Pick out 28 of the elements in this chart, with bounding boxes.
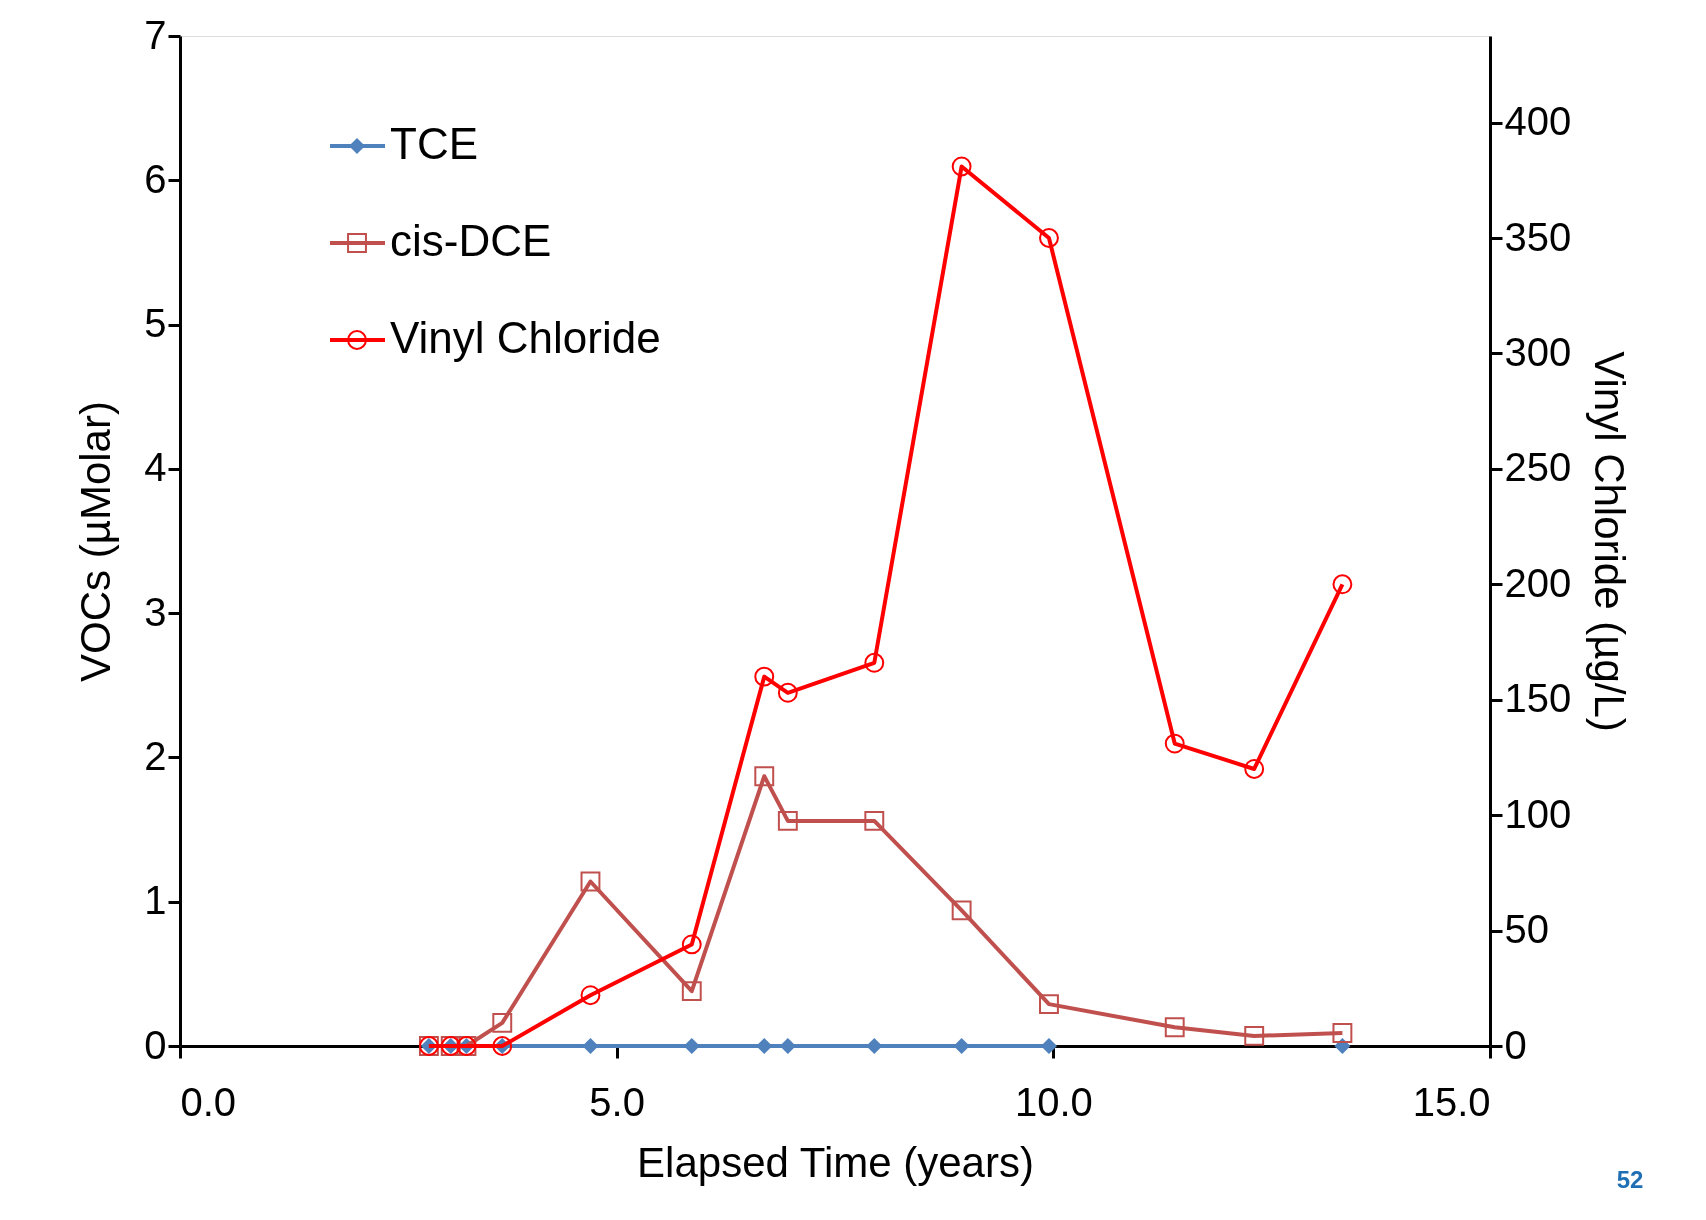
y2-tick-label: 100 [1504, 791, 1572, 836]
text: 52 [1616, 1166, 1644, 1193]
x-axis-title: Elapsed Time (years) [637, 1138, 1034, 1186]
y-tick-label: 2 [144, 733, 167, 778]
y2-tick-label: 400 [1504, 99, 1572, 144]
y2-tick-label: 150 [1504, 676, 1572, 721]
y2-tick-label: 350 [1504, 214, 1572, 259]
y-tick-label: 0 [144, 1022, 167, 1067]
x-tick-label: 15.0 [1412, 1079, 1491, 1124]
x-tick-label: 0.0 [180, 1079, 237, 1124]
y2-tick-label: 200 [1504, 560, 1572, 605]
y-tick-label: 5 [144, 301, 167, 346]
y-tick-label: 7 [144, 12, 167, 57]
y2-tick-label: 250 [1504, 445, 1572, 490]
y-axis-title: VOCs (µMolar) [72, 401, 120, 682]
y-tick-label: 3 [144, 589, 167, 634]
y2-tick-label: 300 [1504, 329, 1572, 374]
y2-axis-title: Vinyl Chloride (µg/L) [1586, 351, 1634, 732]
x-tick-label: 5.0 [589, 1079, 645, 1124]
y2-tick-label: 0 [1504, 1022, 1527, 1067]
y2-tick-label: 50 [1504, 907, 1549, 952]
y-tick-label: 4 [144, 445, 167, 490]
legend-label: TCE [390, 119, 478, 168]
legend-label: Vinyl Chloride [390, 313, 661, 362]
y-tick-label: 6 [144, 156, 167, 201]
legend-label: cis-DCE [390, 216, 552, 265]
x-tick-label: 10.0 [1014, 1079, 1093, 1124]
y-tick-label: 1 [144, 878, 167, 923]
